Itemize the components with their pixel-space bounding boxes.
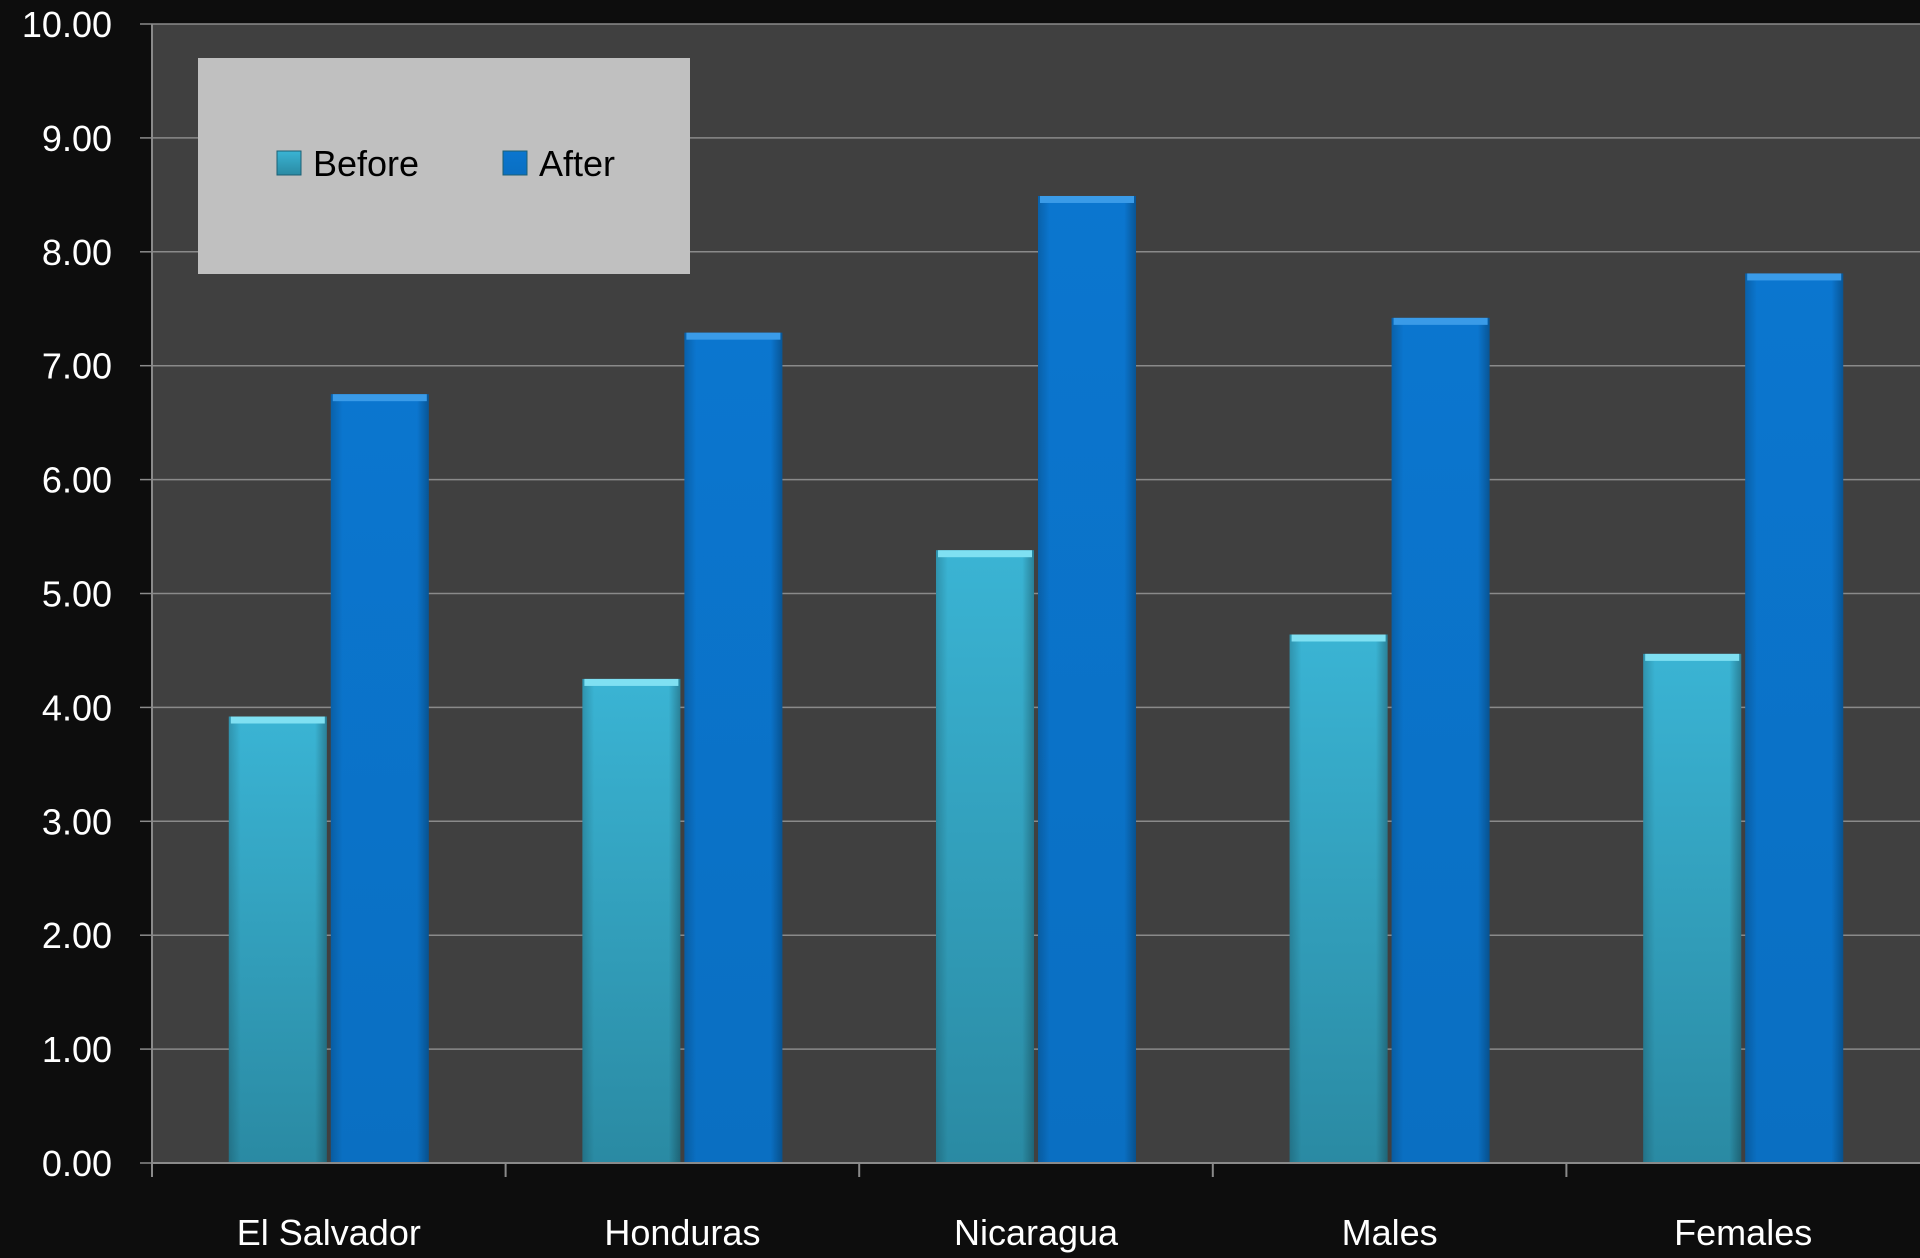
- x-tick-label: Honduras: [604, 1212, 760, 1253]
- y-tick-label: 4.00: [42, 687, 112, 728]
- bar-before-cap: [1291, 634, 1386, 642]
- bar-before-shading: [936, 550, 1034, 1163]
- y-tick-label: 7.00: [42, 346, 112, 387]
- bar-after-cap: [332, 394, 427, 402]
- y-axis-tick-labels: 0.00 1.00 2.00 3.00 4.00 5.00 6.00 7.00 8.00 9.00…: [22, 4, 112, 1184]
- bar-before-shading: [582, 678, 681, 1163]
- y-tick-label: 8.00: [42, 232, 112, 273]
- legend-label-before: Before: [313, 143, 419, 184]
- legend-box: [198, 58, 690, 274]
- bar-before-shading: [228, 716, 327, 1163]
- bar-after-shading: [330, 394, 429, 1163]
- bar-before-shading: [1643, 653, 1742, 1163]
- y-tick-label: 1.00: [42, 1029, 112, 1070]
- y-tick-label: 3.00: [42, 801, 112, 842]
- bar-before-shading: [1289, 634, 1388, 1163]
- bar-after-shading: [1745, 273, 1844, 1163]
- y-tick-label: 6.00: [42, 460, 112, 501]
- bar-after-cap: [1040, 195, 1134, 203]
- x-tick-label: Females: [1674, 1212, 1812, 1253]
- x-tick-label: Males: [1342, 1212, 1438, 1253]
- bar-after-shading: [1038, 195, 1136, 1163]
- y-tick-label: 2.00: [42, 915, 112, 956]
- x-tick-label: Nicaragua: [954, 1212, 1119, 1253]
- bar-after-cap: [1393, 317, 1488, 325]
- bar-before-cap: [230, 716, 325, 724]
- x-axis: [151, 24, 1920, 1177]
- legend-swatch-before: [276, 150, 302, 176]
- bar-after-cap: [686, 332, 781, 340]
- y-tick-label: 10.00: [22, 4, 112, 45]
- legend: Before After: [198, 58, 690, 274]
- bar-after-shading: [1391, 317, 1490, 1163]
- x-axis-tick-labels: El Salvador Honduras Nicaragua Males Females: [237, 1212, 1812, 1253]
- y-tick-label: 5.00: [42, 574, 112, 615]
- legend-swatch-after: [502, 150, 528, 176]
- legend-label-after: After: [539, 143, 615, 184]
- bar-before-cap: [1645, 653, 1740, 661]
- bar-after-cap: [1747, 273, 1842, 281]
- bar-before-cap: [584, 678, 679, 686]
- y-tick-label: 0.00: [42, 1143, 112, 1184]
- bar-after-shading: [684, 332, 783, 1163]
- x-tick-label: El Salvador: [237, 1212, 421, 1253]
- y-tick-label: 9.00: [42, 118, 112, 159]
- bar-before-cap: [938, 550, 1032, 558]
- bars: [228, 195, 1844, 1163]
